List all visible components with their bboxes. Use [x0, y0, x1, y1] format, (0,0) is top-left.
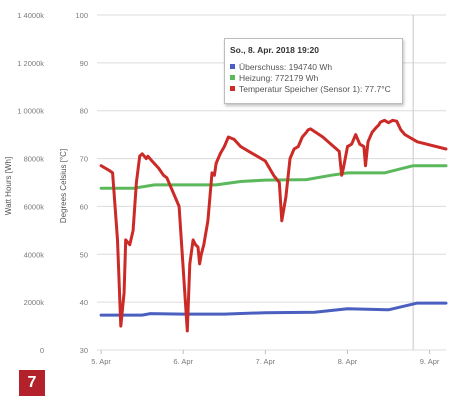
celsius-tick-label: 60 — [80, 202, 88, 211]
date-tick-label: 5. Apr — [91, 357, 111, 366]
celsius-tick-label: 80 — [80, 107, 88, 116]
tooltip-row-heizung: Heizung: 772179 Wh — [230, 72, 397, 83]
watt-hours-tick-label: 1 0000k — [17, 107, 44, 116]
celsius-tick-label: 70 — [80, 155, 88, 164]
chart-tooltip: So., 8. Apr. 2018 19:20 Überschuss: 1947… — [224, 38, 403, 104]
watt-hours-tick-label: 4000k — [24, 250, 45, 259]
grid-lines — [97, 14, 446, 351]
figure-number-badge: 7 — [19, 370, 45, 396]
celsius-tick-label: 40 — [80, 298, 88, 307]
watt-hours-tick-label: 1 4000k — [17, 11, 44, 20]
tooltip-row-temperatur: Temperatur Speicher (Sensor 1): 77.7°C — [230, 83, 397, 94]
tooltip-row-text: Heizung: 772179 Wh — [239, 72, 319, 83]
series-swatch-blue — [230, 64, 235, 69]
celsius-axis-ticks: 30 40 50 60 70 80 90 100 — [75, 11, 88, 355]
celsius-tick-label: 50 — [80, 250, 88, 259]
series-line-ueberschuss — [99, 301, 448, 317]
date-tick-label: 9. Apr — [420, 357, 440, 366]
watt-hours-tick-label: 2000k — [24, 298, 45, 307]
date-tick-label: 6. Apr — [173, 357, 193, 366]
tooltip-row-text: Temperatur Speicher (Sensor 1): 77.7°C — [239, 83, 391, 94]
series-lines — [99, 118, 448, 333]
tooltip-row-ueberschuss: Überschuss: 194740 Wh — [230, 61, 397, 72]
date-axis-ticks: 5. Apr 6. Apr 7. Apr 8. Apr 9. Apr — [91, 350, 440, 366]
watt-hours-tick-label: 0 — [40, 346, 44, 355]
series-swatch-red — [230, 86, 235, 91]
watt-hours-axis-ticks: 0 2000k 4000k 6000k 8000k 1 0000k 1 2000k 1 400… — [17, 11, 44, 355]
watt-hours-axis-title: Watt Hours [Wh] — [4, 157, 13, 215]
watt-hours-tick-label: 1 2000k — [17, 59, 44, 68]
series-line-heizung — [99, 164, 448, 190]
tooltip-row-text: Überschuss: 194740 Wh — [239, 61, 333, 72]
series-line-temperatur — [99, 118, 448, 333]
tooltip-title: So., 8. Apr. 2018 19:20 — [230, 45, 319, 55]
date-tick-label: 8. Apr — [338, 357, 358, 366]
watt-hours-tick-label: 8000k — [24, 155, 45, 164]
celsius-tick-label: 30 — [80, 346, 88, 355]
celsius-tick-label: 90 — [80, 59, 88, 68]
watt-hours-tick-label: 6000k — [24, 202, 45, 211]
date-tick-label: 7. Apr — [256, 357, 276, 366]
celsius-axis-title: Degrees Celsius [°C] — [59, 149, 68, 223]
celsius-tick-label: 100 — [75, 11, 88, 20]
series-swatch-green — [230, 75, 235, 80]
